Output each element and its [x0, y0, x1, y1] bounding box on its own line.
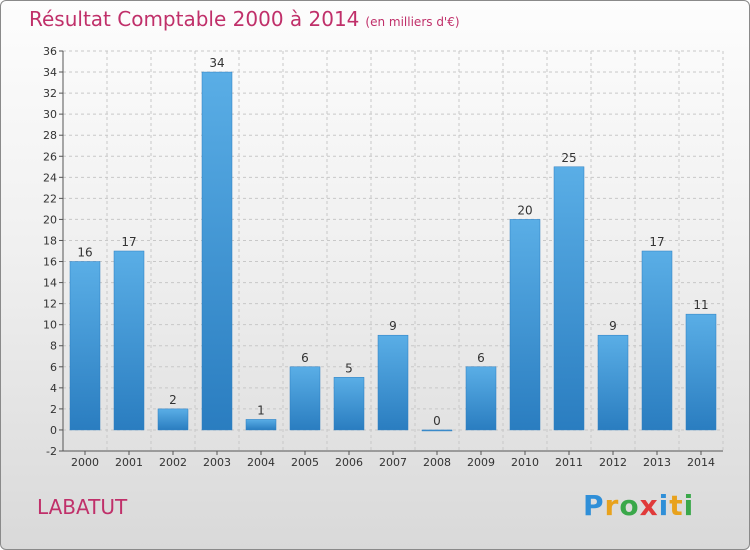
x-tick-label: 2005	[291, 456, 319, 469]
bar	[421, 429, 453, 432]
bar	[245, 419, 277, 431]
x-tick-label: 2006	[335, 456, 363, 469]
x-tick-label: 2012	[599, 456, 627, 469]
data-label: 1	[257, 403, 265, 417]
y-tick-label: 0	[50, 424, 57, 437]
y-tick-label: 10	[43, 319, 57, 332]
data-label: 2	[169, 393, 177, 407]
x-tick-label: 2000	[71, 456, 99, 469]
y-tick-label: 28	[43, 129, 57, 142]
bar	[465, 366, 497, 431]
y-tick-label: 14	[43, 277, 57, 290]
bar	[289, 366, 321, 431]
y-tick-label: 6	[50, 361, 57, 374]
bar	[597, 334, 629, 431]
x-tick-label: 2011	[555, 456, 583, 469]
bar	[685, 313, 717, 431]
data-label: 6	[477, 351, 485, 365]
proxiti-logo: Proxiti	[583, 489, 694, 522]
bar	[553, 166, 585, 431]
logo-letter: o	[619, 489, 640, 522]
logo-letter: x	[639, 489, 659, 522]
bar	[113, 250, 145, 431]
y-tick-label: 16	[43, 256, 57, 269]
x-tick-label: 2007	[379, 456, 407, 469]
chart-title-text: Résultat Comptable 2000 à 2014	[29, 7, 360, 31]
x-tick-label: 2014	[687, 456, 715, 469]
y-tick-label: 36	[43, 45, 57, 58]
x-tick-label: 2004	[247, 456, 275, 469]
y-tick-label: 30	[43, 108, 57, 121]
data-label: 9	[389, 319, 397, 333]
bar	[69, 261, 101, 431]
data-label: 17	[121, 235, 136, 249]
y-tick-label: 4	[50, 382, 57, 395]
data-label: 0	[433, 414, 441, 428]
y-tick-label: 12	[43, 298, 57, 311]
bar	[641, 250, 673, 431]
y-tick-label: 34	[43, 66, 57, 79]
x-tick-label: 2002	[159, 456, 187, 469]
y-tick-label: 22	[43, 192, 57, 205]
data-label: 34	[209, 56, 224, 70]
place-name: LABATUT	[37, 495, 128, 519]
bar	[201, 71, 233, 431]
x-tick-label: 2008	[423, 456, 451, 469]
data-label: 17	[649, 235, 664, 249]
y-tick-label: -2	[46, 445, 57, 458]
y-tick-label: 8	[50, 340, 57, 353]
data-label: 16	[77, 246, 92, 260]
x-tick-label: 2009	[467, 456, 495, 469]
y-tick-label: 20	[43, 213, 57, 226]
y-tick-label: 24	[43, 171, 57, 184]
x-tick-label: 2013	[643, 456, 671, 469]
logo-letter: i	[658, 489, 670, 522]
bars	[69, 71, 717, 432]
bar	[157, 408, 189, 431]
x-tick-label: 2001	[115, 456, 143, 469]
data-label: 20	[517, 203, 532, 217]
logo-letter: P	[583, 489, 605, 522]
bar	[333, 377, 365, 431]
y-tick-label: 2	[50, 403, 57, 416]
logo-letter: t	[669, 489, 684, 522]
x-tick-label: 2010	[511, 456, 539, 469]
data-label: 25	[561, 151, 576, 165]
logo-letter: r	[604, 489, 620, 522]
chart-title: Résultat Comptable 2000 à 2014 (en millie…	[29, 7, 460, 31]
bar	[377, 334, 409, 431]
data-label: 9	[609, 319, 617, 333]
bar	[509, 219, 541, 431]
data-label: 6	[301, 351, 309, 365]
y-tick-label: 32	[43, 87, 57, 100]
data-label: 5	[345, 361, 353, 375]
data-label: 11	[693, 298, 708, 312]
chart-subtitle: (en milliers d'€)	[365, 15, 460, 29]
logo-letter: i	[683, 489, 695, 522]
y-tick-label: 26	[43, 150, 57, 163]
y-tick-label: 18	[43, 234, 57, 247]
x-tick-label: 2003	[203, 456, 231, 469]
